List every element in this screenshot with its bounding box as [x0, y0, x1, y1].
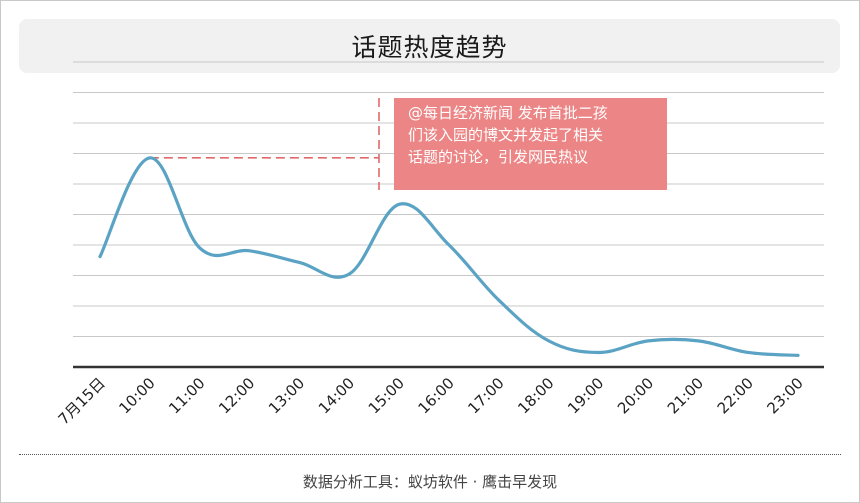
x-tick-label: 11:00: [165, 374, 208, 417]
x-tick-label: 23:00: [764, 374, 807, 417]
x-tick-label: 19:00: [564, 374, 607, 417]
annotation-callout: @每日经济新闻 发布首批二孩 们该入园的博文并发起了相关 话题的讨论，引发网民热…: [394, 98, 667, 190]
footer-divider: [19, 454, 841, 455]
x-tick-label: 13:00: [265, 374, 308, 417]
x-tick-label: 15:00: [365, 374, 408, 417]
x-tick-label: 10:00: [115, 374, 158, 417]
x-tick-label: 18:00: [514, 374, 557, 417]
x-tick-label: 20:00: [614, 374, 657, 417]
x-tick-label: 14:00: [315, 374, 358, 417]
chart-title-box: 话题热度趋势: [19, 19, 840, 73]
annotation-line-2: 们该入园的博文并发起了相关: [408, 126, 604, 144]
x-tick-label: 7月15日: [55, 374, 109, 428]
series-line: [98, 156, 800, 357]
x-tick-label: 22:00: [714, 374, 757, 417]
x-tick-label: 21:00: [664, 374, 707, 417]
x-tick-label: 16:00: [415, 374, 458, 417]
annotation-line-1: @每日经济新闻 发布首批二孩: [408, 104, 608, 122]
x-tick-label: 12:00: [215, 374, 258, 417]
annotation-leader: [149, 98, 380, 190]
annotation-line-3: 话题的讨论，引发网民热议: [408, 148, 589, 166]
chart-title: 话题热度趋势: [351, 33, 508, 62]
footer-source: 数据分析工具：蚁坊软件 · 鹰击早发现: [302, 473, 558, 491]
x-axis-tick-labels: 7月15日 10:00 11:00 12:00 13:00 14:00 15:00 16:00…: [55, 374, 807, 428]
x-tick-label: 17:00: [464, 374, 507, 417]
